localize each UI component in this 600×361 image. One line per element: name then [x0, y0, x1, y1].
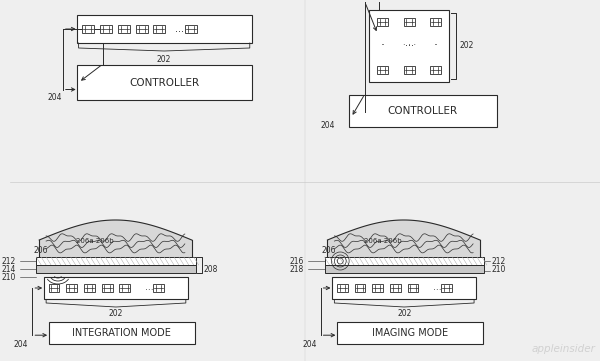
Bar	[49, 322, 194, 344]
Bar	[355, 284, 365, 292]
Text: CONTROLLER: CONTROLLER	[129, 78, 199, 87]
Bar	[377, 66, 388, 74]
Bar	[349, 95, 497, 127]
Text: ·: ·	[434, 39, 438, 52]
Bar	[185, 25, 197, 34]
Bar	[36, 265, 196, 273]
Text: 216: 216	[290, 257, 304, 265]
Text: 212: 212	[492, 257, 506, 265]
Text: 206: 206	[34, 246, 48, 255]
Bar	[404, 18, 415, 26]
Bar	[82, 25, 94, 34]
Text: 218: 218	[290, 265, 304, 274]
Text: 210: 210	[1, 273, 16, 282]
Text: ...: ...	[145, 283, 153, 292]
Text: ...: ...	[433, 283, 442, 292]
Text: 214: 214	[1, 265, 16, 274]
Bar	[372, 284, 383, 292]
Text: 210: 210	[492, 265, 506, 274]
Text: 202: 202	[460, 42, 473, 51]
Text: 204: 204	[14, 340, 28, 349]
Bar	[441, 284, 452, 292]
Bar	[77, 65, 252, 100]
Text: 202: 202	[157, 55, 172, 64]
Bar	[154, 25, 165, 34]
Bar	[337, 284, 347, 292]
Text: appleinsider: appleinsider	[531, 344, 595, 354]
Bar	[119, 284, 130, 292]
Text: 204: 204	[302, 340, 317, 349]
Text: INTEGRATION MODE: INTEGRATION MODE	[73, 328, 172, 338]
Text: 212: 212	[1, 257, 16, 265]
Bar	[337, 322, 483, 344]
Bar	[118, 25, 130, 34]
Bar	[404, 66, 415, 74]
Text: 202: 202	[397, 309, 412, 318]
Bar	[102, 284, 113, 292]
Text: 204: 204	[320, 121, 335, 130]
Text: 204: 204	[48, 93, 62, 103]
Bar	[332, 277, 476, 299]
Text: · · ·: · · ·	[403, 42, 416, 51]
Bar	[66, 284, 77, 292]
Text: ···: ···	[404, 41, 413, 51]
Bar	[136, 25, 148, 34]
Bar	[377, 18, 388, 26]
Bar	[36, 257, 196, 265]
Text: ·: ·	[380, 39, 385, 52]
Bar	[100, 25, 112, 34]
Text: 206: 206	[322, 246, 336, 255]
Text: CONTROLLER: CONTROLLER	[388, 106, 458, 116]
Bar	[325, 265, 484, 273]
Bar	[49, 284, 59, 292]
Bar	[153, 284, 164, 292]
Text: 206a 206b: 206a 206b	[76, 238, 113, 244]
Bar	[430, 18, 441, 26]
Bar	[44, 277, 188, 299]
Bar	[407, 284, 418, 292]
Bar	[84, 284, 95, 292]
Bar	[77, 15, 252, 43]
Bar	[325, 257, 484, 265]
Text: 206a 206b: 206a 206b	[364, 238, 401, 244]
Text: ...: ...	[175, 24, 184, 34]
Bar	[390, 284, 401, 292]
Text: IMAGING MODE: IMAGING MODE	[372, 328, 448, 338]
Bar	[369, 10, 449, 82]
Bar	[430, 66, 441, 74]
Text: 202: 202	[109, 309, 123, 318]
Text: 208: 208	[203, 265, 218, 274]
